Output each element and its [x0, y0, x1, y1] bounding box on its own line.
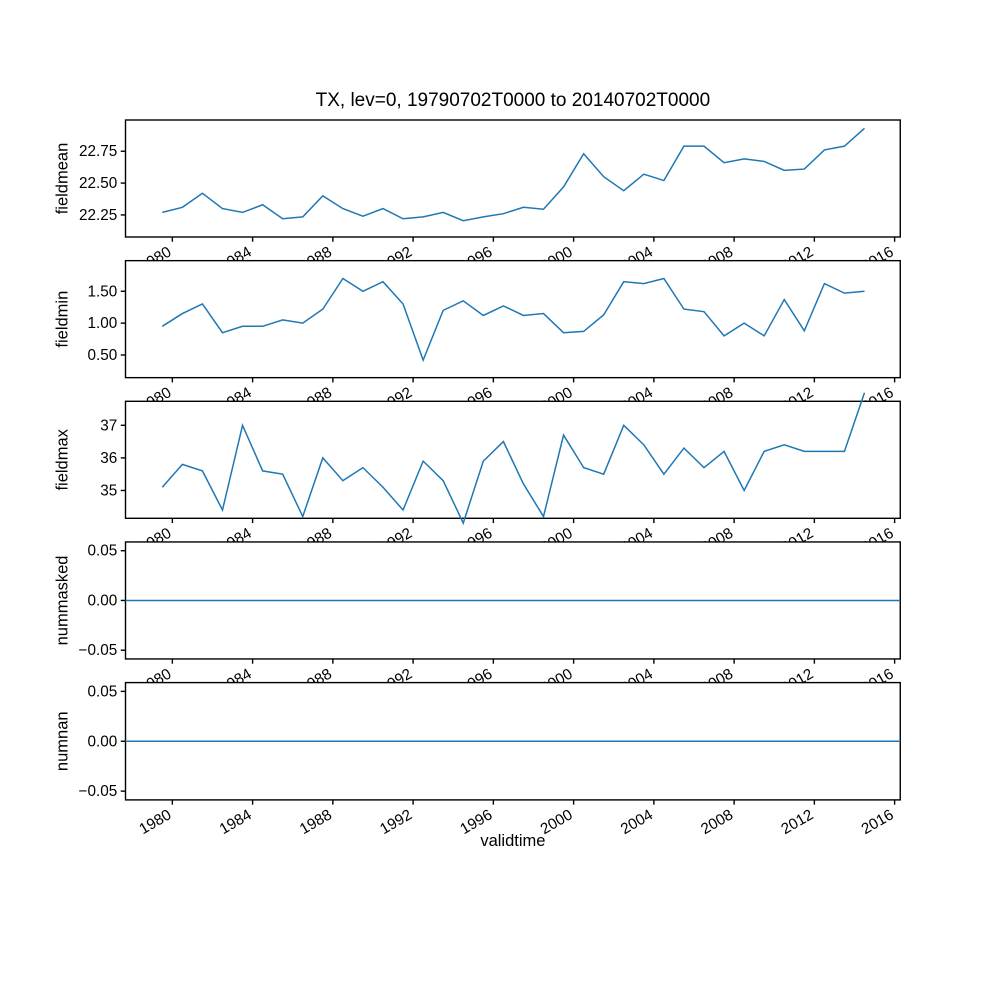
svg-text:nummasked: nummasked — [54, 556, 72, 646]
svg-text:35: 35 — [100, 482, 117, 499]
svg-text:36: 36 — [100, 450, 117, 467]
svg-text:numnan: numnan — [54, 711, 72, 771]
svg-text:0.00: 0.00 — [87, 592, 117, 609]
svg-text:TX, lev=0, 19790702T0000 to 20: TX, lev=0, 19790702T0000 to 20140702T000… — [316, 90, 711, 111]
svg-text:0.00: 0.00 — [87, 733, 117, 750]
svg-text:fieldmin: fieldmin — [54, 291, 72, 348]
svg-text:22.50: 22.50 — [79, 175, 117, 192]
svg-text:1.00: 1.00 — [87, 315, 117, 332]
svg-text:−0.05: −0.05 — [79, 783, 118, 800]
svg-text:22.25: 22.25 — [79, 207, 117, 224]
svg-text:−0.05: −0.05 — [79, 642, 118, 659]
svg-text:37: 37 — [100, 417, 117, 434]
svg-text:0.05: 0.05 — [87, 543, 117, 560]
svg-text:0.50: 0.50 — [87, 347, 117, 364]
svg-text:0.05: 0.05 — [87, 683, 117, 700]
svg-text:fieldmax: fieldmax — [54, 428, 72, 490]
svg-text:22.75: 22.75 — [79, 143, 117, 160]
svg-text:1.50: 1.50 — [87, 283, 117, 300]
svg-text:fieldmean: fieldmean — [54, 143, 72, 215]
svg-text:validtime: validtime — [480, 832, 545, 850]
